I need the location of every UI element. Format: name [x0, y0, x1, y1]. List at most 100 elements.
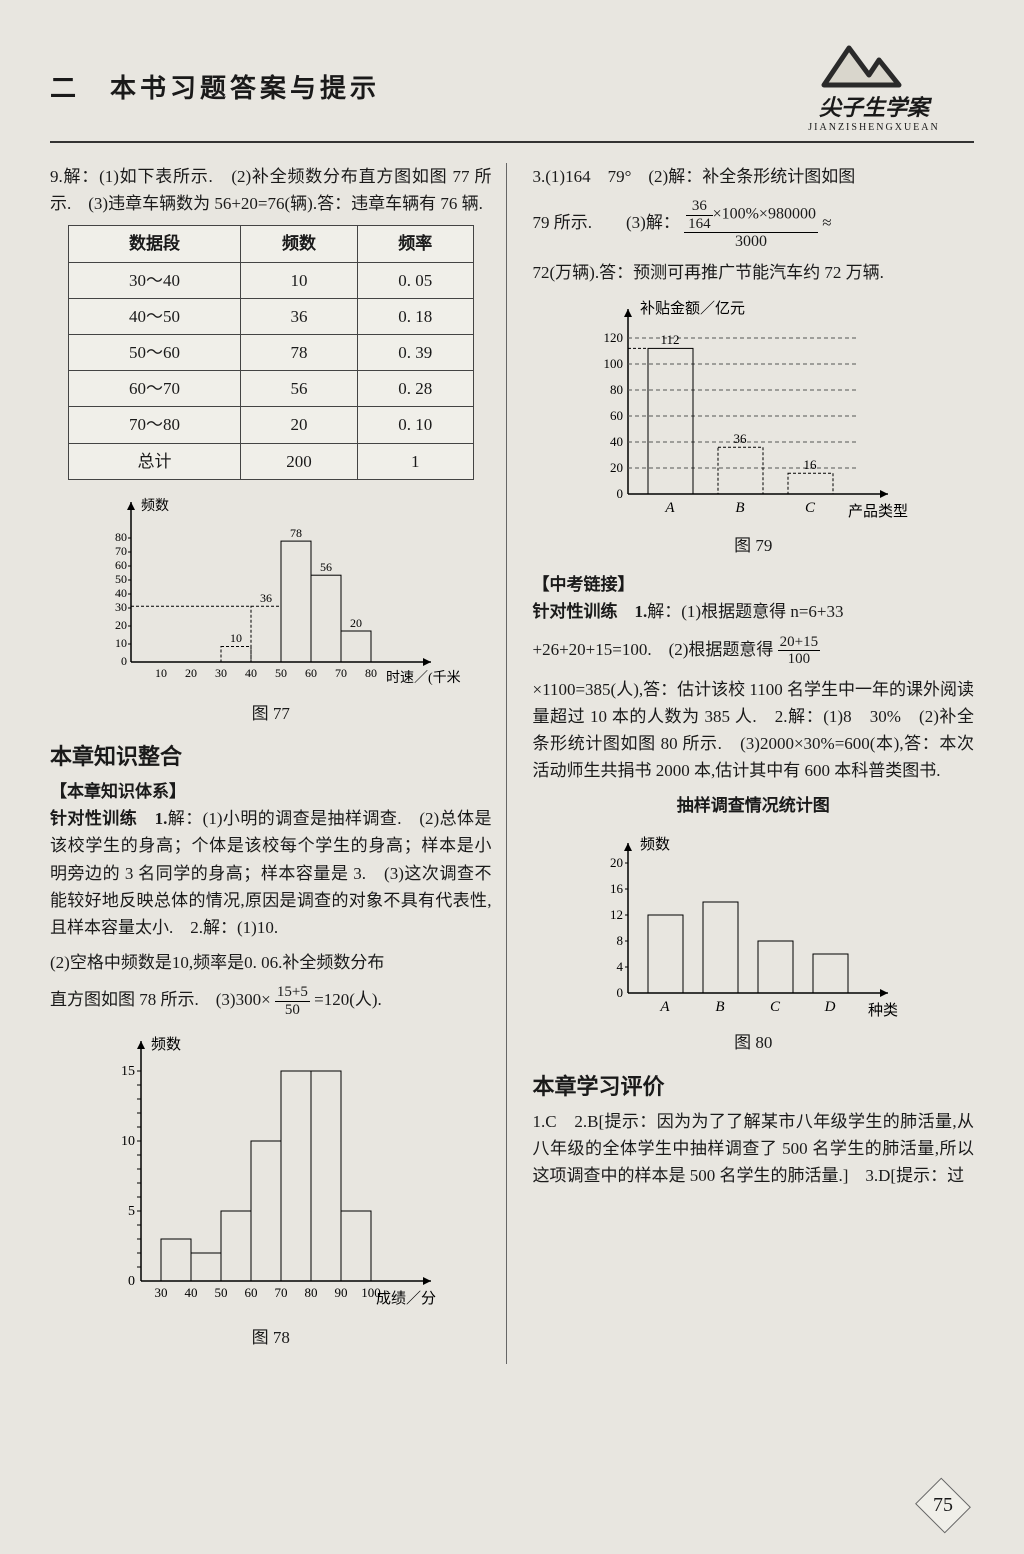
svg-text:10: 10 — [230, 631, 242, 645]
svg-text:12: 12 — [610, 907, 623, 922]
big-fraction: 36 164 ×100%×980000 3000 — [684, 198, 818, 251]
svg-text:100: 100 — [604, 356, 624, 371]
svg-text:C: C — [770, 999, 781, 1015]
svg-text:16: 16 — [610, 881, 624, 896]
content-columns: 9.解：(1)如下表所示. (2)补全频数分布直方图如图 77 所示. (3)违… — [50, 163, 974, 1364]
svg-text:16: 16 — [804, 457, 818, 472]
frequency-table: 数据段 频数 频率 30～40100. 05 40～50360. 18 50～6… — [68, 225, 474, 479]
svg-text:40: 40 — [184, 1285, 197, 1300]
xlabel: 时速／(千米／时) — [386, 670, 461, 686]
svg-text:40: 40 — [115, 586, 127, 600]
p2a: (2)空格中频数是10,频率是0. 06.补全频数分布 — [50, 949, 492, 976]
th: 频数 — [241, 226, 357, 262]
chart80-title: 抽样调查情况统计图 — [533, 792, 975, 819]
svg-text:成绩／分: 成绩／分 — [376, 1290, 436, 1307]
svg-text:60: 60 — [610, 408, 623, 423]
svg-text:70: 70 — [115, 544, 127, 558]
svg-text:15: 15 — [121, 1064, 135, 1079]
right-column: 3.(1)164 79° (2)解：补全条形统计图如图 79 所示. (3)解：… — [527, 163, 975, 1364]
p4b: +26+20+15=100. (2)根据题意得 20+15 100 — [533, 634, 975, 668]
p5: 1.C 2.B[提示：因为为了了解某市八年级学生的肺活量,从八年级的全体学生中抽… — [533, 1108, 975, 1190]
svg-text:频数: 频数 — [151, 1036, 181, 1053]
svg-text:20: 20 — [115, 618, 127, 632]
table-row: 40～50360. 18 — [68, 298, 473, 334]
chapter-num: 二 — [50, 74, 80, 103]
logo-pinyin: JIANZISHENGXUEAN — [774, 122, 974, 133]
table-row: 50～60780. 39 — [68, 334, 473, 370]
svg-text:4: 4 — [617, 959, 624, 974]
svg-text:30: 30 — [215, 666, 227, 680]
fig80-caption: 图 80 — [533, 1029, 975, 1056]
svg-text:8: 8 — [617, 933, 624, 948]
page-header: 二 本书习题答案与提示 尖子生学案 JIANZISHENGXUEAN — [50, 40, 974, 143]
svg-text:56: 56 — [320, 560, 332, 574]
svg-text:B: B — [736, 500, 745, 516]
svg-text:80: 80 — [365, 666, 377, 680]
svg-text:112: 112 — [661, 332, 680, 347]
svg-text:10: 10 — [121, 1134, 135, 1149]
logo-text: 尖子生学案 — [774, 90, 974, 122]
svg-text:20: 20 — [350, 616, 362, 630]
svg-text:80: 80 — [304, 1285, 317, 1300]
fig78-caption: 图 78 — [50, 1324, 492, 1351]
svg-text:0: 0 — [617, 486, 624, 501]
svg-text:20: 20 — [185, 666, 197, 680]
svg-text:90: 90 — [334, 1285, 347, 1300]
svg-text:种类: 种类 — [868, 1002, 898, 1019]
chapter-text: 本书习题答案与提示 — [110, 74, 380, 103]
svg-text:120: 120 — [604, 330, 624, 345]
page-number: 75 — [922, 1487, 964, 1524]
svg-text:0: 0 — [128, 1274, 135, 1289]
table-header-row: 数据段 频数 频率 — [68, 226, 473, 262]
svg-text:D: D — [824, 999, 836, 1015]
chart-79: 补贴金额／亿元 0 20 40 60 80 100 120 112 — [533, 294, 975, 524]
fraction: 20+15 100 — [778, 634, 820, 668]
svg-text:70: 70 — [335, 666, 347, 680]
svg-text:40: 40 — [610, 434, 623, 449]
svg-text:50: 50 — [275, 666, 287, 680]
chart-78: 频数 0 5 10 15 30405 — [50, 1026, 492, 1316]
subsection-2: 【中考链接】 — [533, 571, 975, 598]
svg-text:产品类型: 产品类型 — [848, 503, 908, 520]
chart-77: 频数 0 10 20 30 40 50 60 70 80 — [50, 492, 492, 692]
svg-text:80: 80 — [115, 530, 127, 544]
svg-text:50: 50 — [214, 1285, 227, 1300]
svg-text:60: 60 — [244, 1285, 257, 1300]
fig79-caption: 图 79 — [533, 532, 975, 559]
fig77-caption: 图 77 — [50, 700, 492, 727]
mountain-icon — [814, 40, 934, 90]
svg-text:20: 20 — [610, 460, 623, 475]
svg-text:30: 30 — [115, 600, 127, 614]
targeted-training-1: 针对性训练 1.解：(1)小明的调查是抽样调查. (2)总体是该校学生的身高；个… — [50, 805, 492, 941]
fraction: 15+5 50 — [275, 984, 310, 1018]
chart-79-svg: 补贴金额／亿元 0 20 40 60 80 100 120 112 — [573, 294, 933, 524]
ylabel: 频数 — [141, 498, 169, 514]
th: 数据段 — [68, 226, 241, 262]
svg-text:36: 36 — [260, 591, 272, 605]
svg-text:60: 60 — [305, 666, 317, 680]
p2b: 直方图如图 78 所示. (3)300× 15+5 50 =120(人). — [50, 984, 492, 1018]
th: 频率 — [357, 226, 473, 262]
table-row: 70～80200. 10 — [68, 407, 473, 443]
p4c: ×1100=385(人),答：估计该校 1100 名学生中一年的课外阅读量超过 … — [533, 676, 975, 785]
section-3: 本章学习评价 — [533, 1069, 975, 1104]
table-row: 60～70560. 28 — [68, 371, 473, 407]
svg-text:10: 10 — [155, 666, 167, 680]
svg-text:补贴金额／亿元: 补贴金额／亿元 — [640, 300, 745, 317]
svg-text:78: 78 — [290, 526, 302, 540]
svg-text:80: 80 — [610, 382, 623, 397]
svg-text:C: C — [805, 500, 816, 516]
svg-text:5: 5 — [128, 1204, 135, 1219]
q9-text: 9.解：(1)如下表所示. (2)补全频数分布直方图如图 77 所示. (3)违… — [50, 163, 492, 217]
svg-text:0: 0 — [617, 985, 624, 1000]
p3b: 79 所示. (3)解： 36 164 ×100%×980000 3000 ≈ — [533, 198, 975, 251]
brand-logo: 尖子生学案 JIANZISHENGXUEAN — [774, 40, 974, 133]
svg-text:50: 50 — [115, 572, 127, 586]
chapter-title: 二 本书习题答案与提示 — [50, 68, 380, 105]
chart-80-svg: 频数 0 4 8 12 16 20 AB — [573, 831, 933, 1021]
p3c: 72(万辆).答：预测可再推广节能汽车约 72 万辆. — [533, 259, 975, 286]
svg-text:70: 70 — [274, 1285, 287, 1300]
svg-text:36: 36 — [734, 431, 748, 446]
svg-text:10: 10 — [115, 636, 127, 650]
chart-77-svg: 频数 0 10 20 30 40 50 60 70 80 — [81, 492, 461, 692]
